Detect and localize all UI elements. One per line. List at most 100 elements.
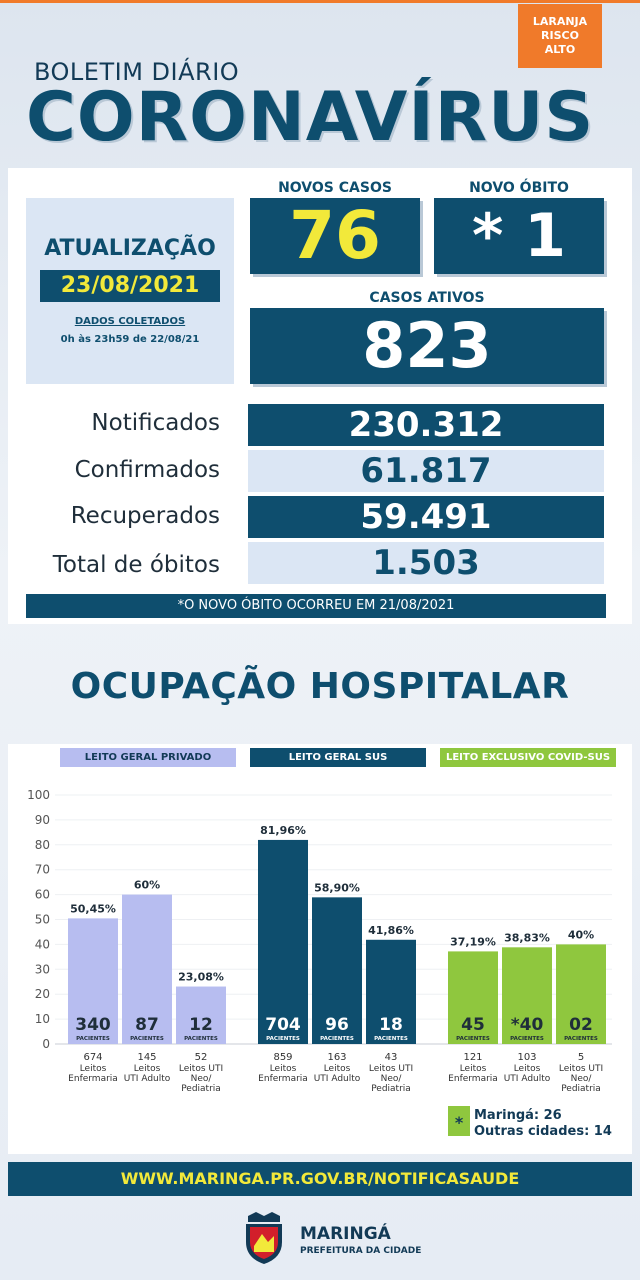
top-accent-line <box>0 0 640 3</box>
bar-percent-label: 60% <box>134 879 160 892</box>
bar-percent-label: 38,83% <box>504 931 550 944</box>
y-tick-label: 100 <box>27 788 50 802</box>
risk-badge-line-3: ALTO <box>544 43 576 56</box>
bar-percent-label: 41,86% <box>368 924 414 937</box>
y-tick-label: 20 <box>35 987 50 1001</box>
bar-bed-count: 145 <box>137 1052 156 1063</box>
bar-patients-value: 02 <box>569 1015 593 1035</box>
stat-value-confirmed: 61.817 <box>248 450 604 492</box>
bar <box>68 918 118 1044</box>
legend-other-cities: Outras cidades: 14 <box>474 1124 612 1139</box>
occupancy-chart: 010203040506070809010050,45%340PACIENTES… <box>27 788 612 1094</box>
active-cases-label: CASOS ATIVOS <box>369 290 485 306</box>
risk-badge-line-1: LARANJA <box>532 15 588 28</box>
data-collected-label: DADOS COLETADOS <box>74 316 186 327</box>
bar-bed-count: 103 <box>517 1052 536 1063</box>
bar-bed-type: Leitos <box>324 1064 351 1074</box>
bar-patients-value: 87 <box>135 1015 159 1035</box>
bar-bed-count: 859 <box>273 1052 292 1063</box>
bar-percent-label: 37,19% <box>450 935 496 948</box>
bar-patients-value: 18 <box>379 1015 403 1035</box>
bulletin-subtitle: BOLETIM DIÁRIO <box>34 58 240 86</box>
bulletin-title: CORONAVÍRUS <box>26 78 595 157</box>
stat-label-confirmed: Confirmados <box>74 457 220 483</box>
bar-percent-label: 23,08% <box>178 971 224 984</box>
legend-maringa: Maringá: 26 <box>474 1108 562 1123</box>
bar <box>502 947 552 1044</box>
y-tick-label: 50 <box>35 913 50 927</box>
y-tick-label: 60 <box>35 888 50 902</box>
stat-value-recovered: 59.491 <box>248 496 604 538</box>
bar-percent-label: 40% <box>568 928 594 941</box>
occupancy-title: OCUPAÇÃO HOSPITALAR <box>70 666 570 707</box>
new-cases-label: NOVOS CASOS <box>278 180 392 196</box>
bar-bed-type: UTI Adulto <box>124 1074 171 1084</box>
bar-patients-label: PACIENTES <box>456 1036 490 1042</box>
bar-bed-type: Leitos UTI <box>179 1064 223 1074</box>
y-tick-label: 70 <box>35 863 50 877</box>
bar-patients-value: 96 <box>325 1015 349 1035</box>
legend-asterisk-icon: * <box>448 1106 470 1136</box>
group-header-sus: LEITO GERAL SUS <box>250 748 426 767</box>
bar-percent-label: 81,96% <box>260 824 306 837</box>
stat-value-deaths: 1.503 <box>248 542 604 584</box>
group-header-private: LEITO GERAL PRIVADO <box>60 748 236 767</box>
bar-bed-type: Enfermaria <box>68 1074 118 1084</box>
bar-bed-type: Neo/ <box>571 1074 593 1084</box>
bar-bed-type: Pediatria <box>181 1084 221 1094</box>
bar-bed-type: Leitos <box>514 1064 541 1074</box>
bar <box>122 894 172 1044</box>
data-collected-range: 0h às 23h59 de 22/08/21 <box>60 334 200 345</box>
bar-patients-label: PACIENTES <box>184 1036 218 1042</box>
update-date: 23/08/2021 <box>40 270 220 302</box>
bar-patients-value: 12 <box>189 1015 213 1035</box>
new-death-label: NOVO ÓBITO <box>469 180 569 196</box>
new-death-note: *O NOVO ÓBITO OCORREU EM 21/08/2021 <box>26 594 606 618</box>
bar-patients-label: PACIENTES <box>266 1036 300 1042</box>
stat-value-notified: 230.312 <box>248 404 604 446</box>
bar-bed-type: Pediatria <box>561 1084 601 1094</box>
stat-label-notified: Notificados <box>91 410 220 436</box>
new-death-value: * 1 <box>434 198 604 274</box>
bar-bed-count: 674 <box>83 1052 102 1063</box>
bar <box>556 944 606 1044</box>
bar-patients-label: PACIENTES <box>374 1036 408 1042</box>
stat-label-recovered: Recuperados <box>70 503 220 529</box>
bar-bed-count: 43 <box>385 1052 398 1063</box>
bar-bed-type: Leitos <box>460 1064 487 1074</box>
risk-badge-line-2: RISCO <box>541 29 579 42</box>
new-cases-value: 76 <box>250 198 420 274</box>
group-header-covid-sus: LEITO EXCLUSIVO COVID-SUS <box>440 748 616 767</box>
y-tick-label: 40 <box>35 937 50 951</box>
bar <box>448 951 498 1044</box>
bar-patients-label: PACIENTES <box>130 1036 164 1042</box>
bar-bed-type: Leitos UTI <box>559 1064 603 1074</box>
y-tick-label: 80 <box>35 838 50 852</box>
y-tick-label: 0 <box>42 1037 50 1051</box>
bar-bed-type: Leitos <box>80 1064 107 1074</box>
bar-bed-type: UTI Adulto <box>314 1074 361 1084</box>
bar-bed-count: 52 <box>195 1052 208 1063</box>
update-box: ATUALIZAÇÃO 23/08/2021 DADOS COLETADOS 0… <box>26 198 234 384</box>
bar <box>176 986 226 1044</box>
bar-patients-label: PACIENTES <box>76 1036 110 1042</box>
bar-patients-value: *40 <box>511 1015 544 1035</box>
bar-patients-label: PACIENTES <box>510 1036 544 1042</box>
bar-bed-count: 121 <box>463 1052 482 1063</box>
bar <box>312 897 362 1044</box>
bar-bed-type: Leitos <box>270 1064 297 1074</box>
bar <box>366 939 416 1044</box>
bar-bed-type: Pediatria <box>371 1084 411 1094</box>
bar-patients-label: PACIENTES <box>320 1036 354 1042</box>
bar-bed-type: Neo/ <box>191 1074 213 1084</box>
bar-patients-label: PACIENTES <box>564 1036 598 1042</box>
bar-bed-count: 5 <box>578 1052 584 1063</box>
risk-badge: LARANJA RISCO ALTO <box>518 4 602 68</box>
footer-city-name: MARINGÁ <box>300 1224 391 1244</box>
y-tick-label: 90 <box>35 813 50 827</box>
bar-bed-type: Neo/ <box>381 1074 403 1084</box>
footer-department: PREFEITURA DA CIDADE <box>300 1246 422 1256</box>
notification-url[interactable]: WWW.MARINGA.PR.GOV.BR/NOTIFICASAUDE <box>8 1162 632 1196</box>
bar-bed-type: Enfermaria <box>258 1074 308 1084</box>
y-tick-label: 10 <box>35 1012 50 1026</box>
